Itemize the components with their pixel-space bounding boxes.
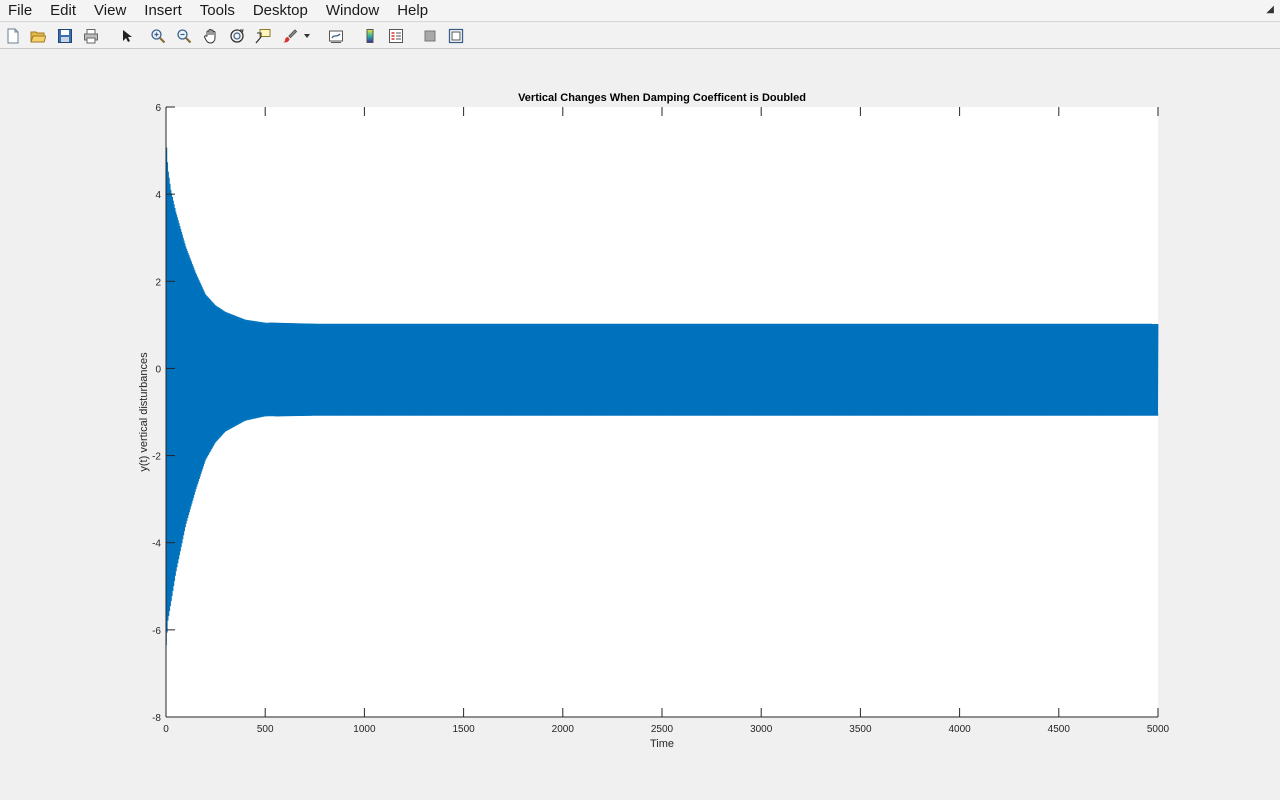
y-tick-label: -2 xyxy=(152,452,161,463)
x-tick-label: 4000 xyxy=(948,724,971,735)
figure-toolbar xyxy=(0,23,1280,49)
x-tick-label: 2500 xyxy=(651,724,674,735)
y-tick-label: -8 xyxy=(152,713,161,724)
x-tick-label: 3000 xyxy=(750,724,773,735)
x-tick-label: 2000 xyxy=(552,724,575,735)
menu-help[interactable]: Help xyxy=(397,1,429,19)
dock-arrow-icon[interactable]: ◢ xyxy=(1266,4,1274,15)
zoom-out-icon[interactable] xyxy=(174,26,194,46)
print-icon[interactable] xyxy=(81,26,101,46)
y-tick-label: 6 xyxy=(155,103,161,114)
x-tick-label: 1500 xyxy=(452,724,475,735)
menu-bar: File Edit View Insert Tools Desktop Window Help xyxy=(0,0,1280,22)
rotate-3d-icon[interactable] xyxy=(227,26,247,46)
brush-dropdown-icon[interactable] xyxy=(300,26,314,46)
y-tick-label: 4 xyxy=(155,190,161,201)
y-tick-label: 0 xyxy=(155,364,161,375)
menu-window[interactable]: Window xyxy=(325,1,380,19)
x-tick-label: 500 xyxy=(257,724,274,735)
menu-insert[interactable]: Insert xyxy=(144,1,182,19)
pan-hand-icon[interactable] xyxy=(201,26,221,46)
open-file-icon[interactable] xyxy=(28,26,48,46)
data-cursor-icon[interactable] xyxy=(253,26,273,46)
menu-desktop[interactable]: Desktop xyxy=(252,1,308,19)
y-tick-label: 2 xyxy=(155,277,161,288)
x-axis-label: Time xyxy=(650,738,674,750)
menu-view[interactable]: View xyxy=(94,1,127,19)
x-tick-label: 4500 xyxy=(1048,724,1071,735)
chart-title: Vertical Changes When Damping Coefficent… xyxy=(518,92,806,104)
hide-plot-tools-icon[interactable] xyxy=(420,26,440,46)
legend-icon[interactable] xyxy=(386,26,406,46)
x-tick-label: 1000 xyxy=(353,724,376,735)
link-plot-icon[interactable] xyxy=(326,26,346,46)
menu-tools[interactable]: Tools xyxy=(199,1,235,19)
colorbar-icon[interactable] xyxy=(360,26,380,46)
show-plot-tools-icon[interactable] xyxy=(446,26,466,46)
pointer-icon[interactable] xyxy=(116,26,136,46)
menu-file[interactable]: File xyxy=(8,1,33,19)
signal-band xyxy=(268,322,1159,417)
brush-icon[interactable] xyxy=(280,26,300,46)
zoom-in-icon[interactable] xyxy=(148,26,168,46)
save-icon[interactable] xyxy=(55,26,75,46)
x-tick-label: 0 xyxy=(163,724,169,735)
y-tick-label: -6 xyxy=(152,626,161,637)
menu-edit[interactable]: Edit xyxy=(50,1,77,19)
new-figure-icon[interactable] xyxy=(3,26,23,46)
plot-axes[interactable]: 0 500 1000 1500 2000 2500 3000 3500 4000 4500 5000… xyxy=(0,50,1280,800)
y-tick-label: -4 xyxy=(152,539,161,550)
y-axis-label: y(t) vertical disturbances xyxy=(138,352,150,472)
figure-canvas[interactable]: 0 500 1000 1500 2000 2500 3000 3500 4000 4500 5000… xyxy=(0,50,1280,800)
x-tick-label: 5000 xyxy=(1147,724,1170,735)
x-tick-label: 3500 xyxy=(849,724,872,735)
